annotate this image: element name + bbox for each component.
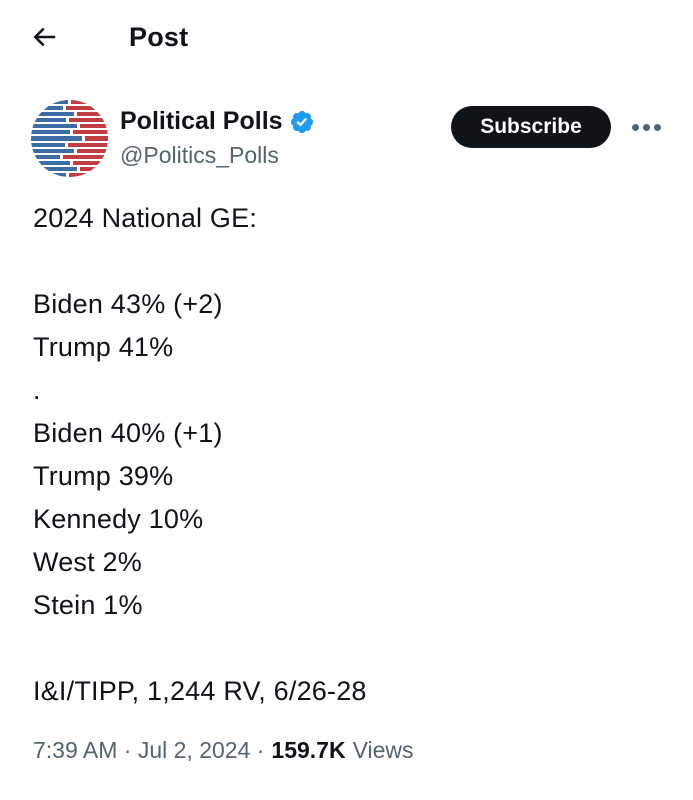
post-line: Trump 41% (33, 332, 174, 362)
verified-badge-icon (289, 109, 315, 135)
author-name-row[interactable]: Political Polls (120, 107, 315, 136)
post-line (33, 240, 663, 283)
timestamp: 7:39 AM · Jul 2, 2024 · (33, 737, 265, 763)
author-display-name[interactable]: Political Polls (120, 107, 283, 135)
post-line: Biden 43% (+2) (33, 289, 223, 319)
post-metadata: 7:39 AM · Jul 2, 2024 · 159.7K Views (33, 737, 414, 764)
views-count: 159.7K (271, 737, 346, 763)
post-line: West 2% (33, 547, 142, 577)
profile-avatar[interactable] (31, 100, 108, 177)
author-handle[interactable]: @Politics_Polls (120, 142, 279, 168)
post-line: . (33, 375, 41, 405)
post-line: Stein 1% (33, 590, 143, 620)
views-label: Views (352, 737, 414, 763)
post-line: Biden 40% (+1) (33, 418, 223, 448)
post-line: Kennedy 10% (33, 504, 204, 534)
subscribe-button[interactable]: Subscribe (451, 106, 611, 148)
ellipsis-icon (631, 123, 661, 131)
back-button[interactable] (26, 20, 62, 56)
post-text: 2024 National GE: Biden 43% (+2) Trump 4… (33, 197, 663, 713)
more-options-button[interactable] (626, 112, 666, 142)
page-title: Post (129, 22, 189, 52)
post-line: 2024 National GE: (33, 203, 258, 233)
post-line: Trump 39% (33, 461, 174, 491)
post-line: I&I/TIPP, 1,244 RV, 6/26-28 (33, 676, 367, 706)
post-line (33, 627, 663, 670)
arrow-left-icon (29, 22, 59, 55)
